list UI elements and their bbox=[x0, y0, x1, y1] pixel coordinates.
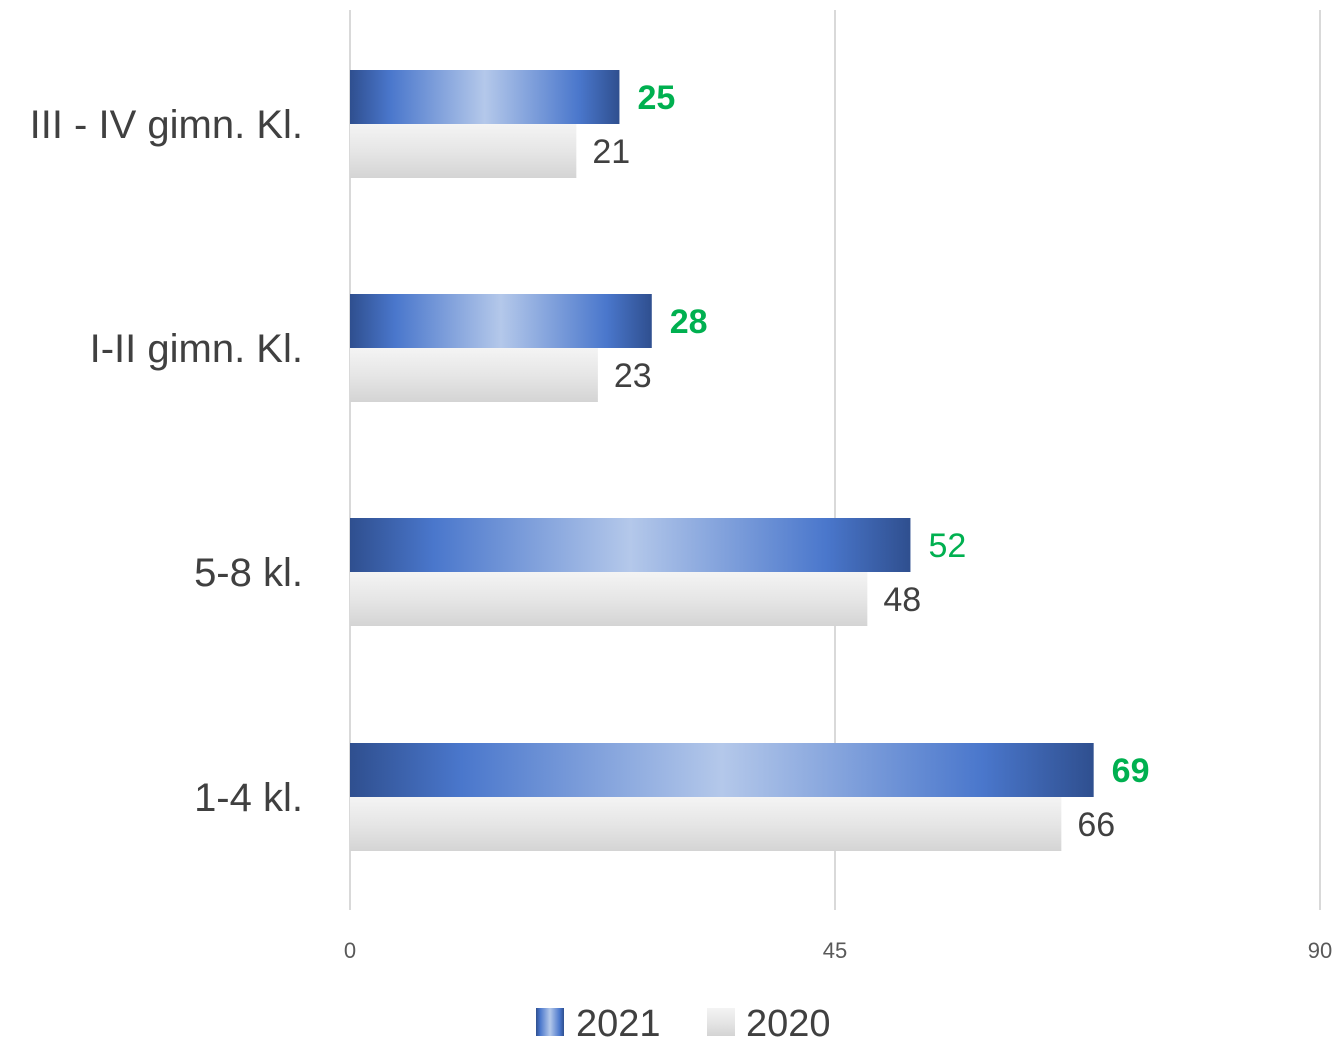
bars bbox=[350, 70, 1094, 851]
legend-label-2020: 2020 bbox=[746, 1003, 831, 1039]
x-tick-label: 45 bbox=[823, 938, 847, 963]
data-label-2020: 66 bbox=[1077, 806, 1115, 844]
bar-2021 bbox=[350, 70, 620, 124]
legend-swatch-2020 bbox=[707, 1008, 735, 1036]
bar-2020 bbox=[350, 348, 598, 402]
bar-2021 bbox=[350, 743, 1094, 797]
data-label-2020: 21 bbox=[592, 133, 630, 171]
legend: 2021 2020 bbox=[536, 1003, 831, 1039]
data-label-2021: 25 bbox=[637, 79, 675, 117]
bar-2020 bbox=[350, 572, 868, 626]
data-label-2020: 48 bbox=[883, 581, 921, 619]
data-label-2020: 23 bbox=[614, 357, 652, 395]
bar-2021 bbox=[350, 518, 911, 572]
category-label: III - IV gimn. Kl. bbox=[30, 103, 303, 147]
legend-swatch-2021 bbox=[536, 1008, 564, 1036]
bar-2021 bbox=[350, 294, 652, 348]
category-label: 1-4 kl. bbox=[194, 776, 303, 820]
category-label: I-II gimn. Kl. bbox=[90, 327, 303, 371]
bar-2020 bbox=[350, 124, 577, 178]
x-tick-label: 90 bbox=[1308, 938, 1332, 963]
category-label: 5-8 kl. bbox=[194, 551, 303, 595]
x-tick-label: 0 bbox=[344, 938, 356, 963]
data-label-2021: 52 bbox=[928, 527, 966, 565]
bar-2020 bbox=[350, 797, 1062, 851]
data-label-2021: 28 bbox=[670, 303, 708, 341]
data-label-2021: 69 bbox=[1112, 752, 1150, 790]
legend-label-2021: 2021 bbox=[576, 1003, 661, 1039]
